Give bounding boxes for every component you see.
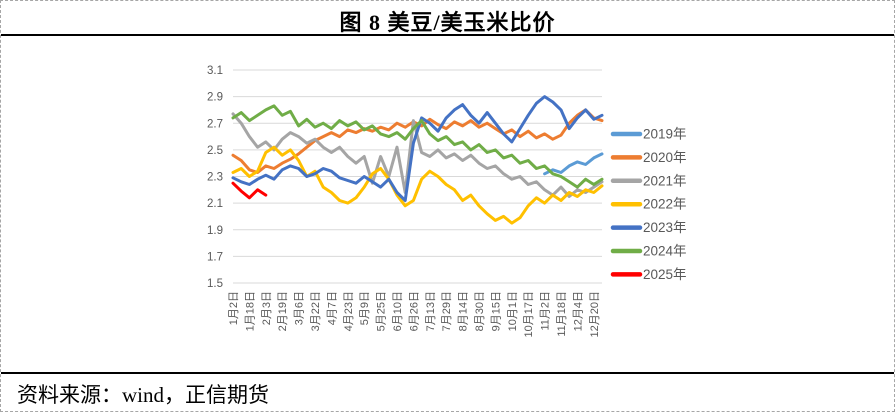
series-line-2022年: [231, 145, 604, 225]
y-axis-tick-label: 3.1: [207, 65, 223, 77]
y-axis-tick-label: 2.5: [207, 145, 223, 157]
x-axis-tick-label: 10月1日: [507, 291, 519, 331]
x-axis-tick-label: 1月18日: [244, 291, 256, 331]
y-axis-tick-label: 2.9: [207, 92, 223, 104]
x-axis-tick-label: 7月29日: [441, 291, 453, 331]
x-axis-tick-label: 8月14日: [458, 291, 470, 331]
x-axis-tick-label: 10月17日: [523, 291, 535, 337]
y-axis-tick-label: 2.7: [207, 118, 223, 130]
x-axis-tick-label: 9月15日: [490, 291, 502, 331]
series-line-2021年: [231, 112, 604, 198]
figure-title: 图 8 美豆/美玉米比价: [339, 10, 556, 35]
y-axis-tick-label: 1.9: [207, 225, 223, 237]
series-line-2019年: [543, 152, 604, 176]
legend-label: 2020年: [643, 150, 687, 165]
x-axis-tick-label: 3月22日: [310, 291, 322, 331]
x-axis-tick-label: 12月20日: [589, 291, 601, 337]
title-divider: [1, 34, 894, 36]
x-axis-tick-label: 7月13日: [425, 291, 437, 331]
x-axis-tick-label: 4月7日: [326, 291, 338, 325]
series-line-2023年: [231, 95, 604, 202]
legend-label: 2019年: [643, 127, 687, 142]
x-axis-tick-label: 4月23日: [343, 291, 355, 331]
legend-label: 2024年: [643, 244, 687, 259]
x-axis-tick-label: 8月30日: [474, 291, 486, 331]
x-axis-tick-label: 3月6日: [294, 291, 306, 325]
x-axis-tick-label: 1月2日: [228, 291, 240, 325]
legend-label: 2021年: [643, 173, 687, 188]
y-axis-tick-label: 2.1: [207, 198, 223, 210]
x-axis-tick-label: 2月19日: [277, 291, 289, 331]
x-axis-tick-label: 6月10日: [392, 291, 404, 331]
footer-divider: [1, 372, 894, 374]
legend-label: 2022年: [643, 197, 687, 212]
y-axis-tick-label: 2.3: [207, 172, 223, 184]
legend-label: 2023年: [643, 220, 687, 235]
series-line-2025年: [231, 181, 268, 200]
y-axis-tick-label: 1.7: [207, 251, 223, 263]
series-line-2024年: [231, 104, 604, 189]
data-source-text: 资料来源：wind，正信期货: [17, 383, 269, 407]
x-axis-tick-label: 12月4日: [572, 291, 584, 331]
y-axis-tick-label: 1.5: [207, 278, 223, 290]
x-axis-tick-label: 2月3日: [261, 291, 273, 325]
legend-label: 2025年: [643, 267, 687, 282]
x-axis-tick-label: 6月26日: [408, 291, 420, 331]
x-axis-tick-label: 5月9日: [359, 291, 371, 325]
x-axis-tick-label: 5月25日: [376, 291, 388, 331]
x-axis-tick-label: 11月2日: [540, 291, 552, 331]
x-axis-tick-label: 11月18日: [556, 291, 568, 337]
